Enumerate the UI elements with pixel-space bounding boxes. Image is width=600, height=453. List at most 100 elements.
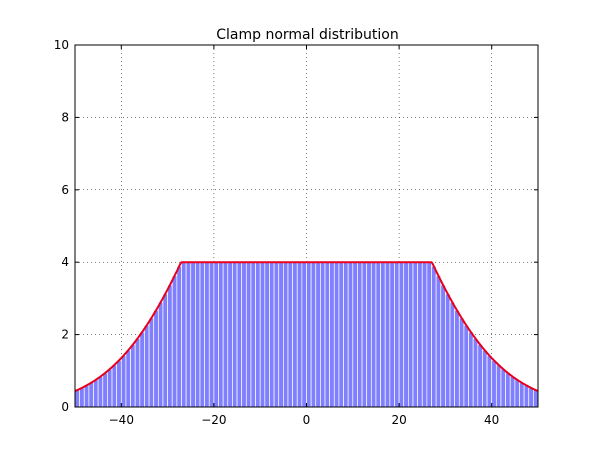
histogram-bar: [269, 261, 275, 408]
histogram-bar: [120, 355, 127, 408]
histogram-bar: [190, 261, 196, 408]
histogram-bar: [343, 261, 349, 408]
histogram-bar: [222, 261, 229, 408]
histogram-bar: [514, 379, 520, 408]
histogram-bar: [139, 331, 145, 408]
histogram-bar: [408, 261, 414, 408]
histogram-bar: [449, 301, 456, 408]
histogram-bar: [333, 261, 340, 408]
distribution-curve: [74, 261, 539, 393]
histogram-bar: [148, 317, 155, 408]
y-tick-label: 8: [61, 110, 69, 124]
histogram-bar: [482, 349, 488, 408]
x-tick-label: 20: [391, 413, 406, 427]
y-tick-label: 0: [61, 400, 69, 414]
histogram-bar: [528, 387, 534, 408]
histogram-bar: [167, 284, 173, 408]
histogram-bar: [97, 376, 104, 408]
histogram-bar: [324, 261, 330, 408]
histogram-bar: [241, 261, 247, 408]
histogram-bar: [292, 261, 298, 408]
histogram-bar: [79, 387, 85, 408]
histogram-bar: [509, 376, 516, 408]
histogram-bar: [236, 261, 243, 408]
histogram-bar: [320, 261, 326, 408]
histogram-bar: [227, 261, 233, 408]
histogram-bar: [477, 344, 483, 408]
histogram-bar: [111, 364, 118, 408]
histogram-bar: [495, 364, 502, 408]
histogram-bar: [116, 360, 122, 408]
histogram-bar: [357, 261, 363, 408]
histogram-bar: [398, 261, 405, 408]
y-tick-label: 10: [54, 38, 69, 52]
histogram-bar: [352, 261, 358, 408]
histogram-bar: [519, 382, 525, 408]
histogram-bar: [287, 261, 293, 408]
histogram-bar: [283, 261, 289, 408]
histogram-bar: [208, 261, 215, 408]
histogram-bar: [315, 261, 321, 408]
histogram-bar: [130, 344, 136, 408]
histogram-bar: [259, 261, 266, 408]
histogram-bar: [278, 261, 284, 408]
histogram-bar: [389, 261, 395, 408]
histogram-bar: [347, 261, 354, 408]
histogram-bar: [255, 261, 261, 408]
x-tick-label: −20: [201, 413, 226, 427]
histogram-bar: [445, 293, 451, 408]
histogram-bar: [403, 261, 409, 408]
grid: [75, 45, 538, 407]
histogram-bar: [93, 379, 99, 408]
histogram-bar: [134, 338, 141, 408]
histogram-bar: [199, 261, 205, 408]
histogram-bar: [380, 261, 386, 408]
histogram-bar: [296, 261, 303, 408]
histogram-bar: [301, 261, 307, 408]
histogram-bar: [195, 261, 201, 408]
histogram-bar: [125, 349, 131, 408]
histogram-bar: [107, 368, 113, 408]
histogram-bar: [463, 324, 469, 408]
x-axis: −40 −20 0 20 40: [109, 45, 499, 427]
histogram-bar: [533, 389, 539, 408]
histogram-bar: [426, 261, 432, 408]
histogram-bar: [417, 261, 423, 408]
histogram-bar: [181, 261, 187, 408]
histogram-bar: [176, 265, 182, 408]
histogram-bar: [435, 275, 442, 408]
histogram-bar: [204, 261, 210, 408]
histogram-bar: [458, 317, 465, 408]
histogram-bar: [500, 368, 506, 408]
histogram-bar: [171, 275, 178, 408]
y-tick-label: 2: [61, 328, 69, 342]
histogram-bar: [273, 261, 280, 408]
x-tick-label: −40: [109, 413, 134, 427]
histogram-bar: [366, 261, 372, 408]
histogram-bar: [440, 284, 446, 408]
x-tick-label: 40: [484, 413, 499, 427]
histogram-bar: [361, 261, 368, 408]
histogram-bar: [505, 372, 511, 408]
histogram-bar: [523, 385, 530, 408]
histogram-bar: [218, 261, 224, 408]
y-axis: 0 2 4 6 8 10: [54, 38, 538, 414]
histogram-bar: [102, 372, 108, 408]
histogram-bar: [384, 261, 391, 408]
histogram-bar: [213, 261, 219, 408]
histogram-bar: [153, 309, 159, 408]
histogram-bar: [329, 261, 335, 408]
histogram-bar: [74, 389, 80, 408]
histogram-bar: [431, 265, 437, 408]
histogram-bar: [162, 293, 168, 408]
histogram-bar: [468, 331, 474, 408]
histogram-bar: [338, 261, 344, 408]
histogram-bar: [486, 355, 493, 408]
histogram-bar: [157, 301, 164, 408]
y-tick-label: 6: [61, 183, 69, 197]
histogram-bar: [310, 261, 317, 408]
histogram-bar: [375, 261, 381, 408]
histogram-bar: [232, 261, 238, 408]
histogram-bar: [250, 261, 256, 408]
